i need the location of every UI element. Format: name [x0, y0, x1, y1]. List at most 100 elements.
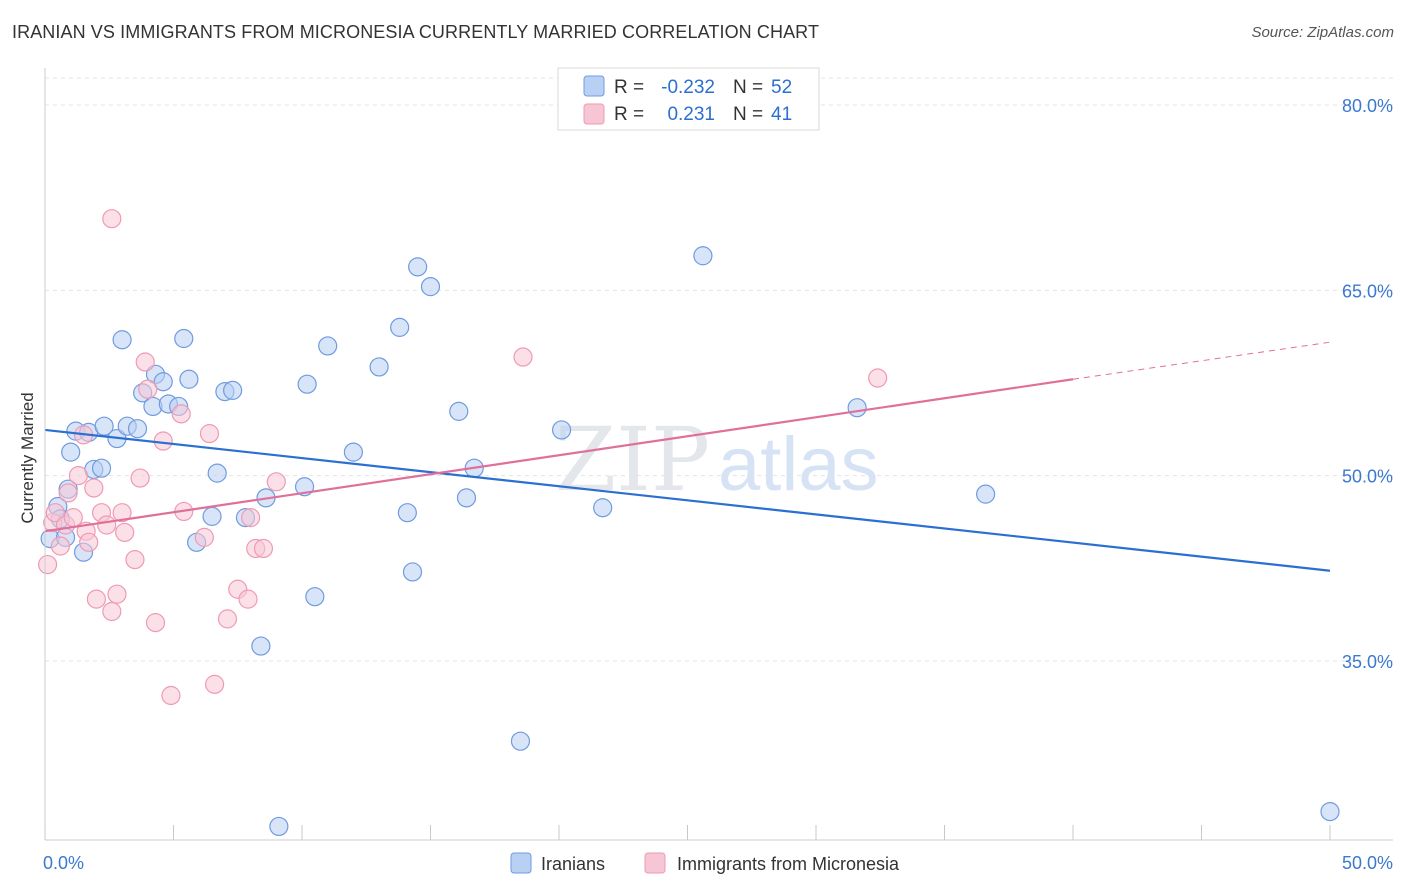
- iranians-point: [593, 498, 613, 518]
- series-legend-label-micronesia: Immigrants from Micronesia: [677, 854, 900, 874]
- micronesia-point: [50, 536, 71, 556]
- micronesia-point: [45, 503, 65, 523]
- micronesia-point: [115, 522, 135, 543]
- legend-r-value-2: 0.231: [667, 104, 715, 125]
- legend-swatch-iranians: [583, 75, 605, 97]
- micronesia-point: [112, 503, 132, 523]
- micronesia-point: [107, 584, 127, 604]
- micronesia-point: [68, 466, 89, 486]
- legend-n-label-2: N =: [733, 104, 763, 125]
- micronesia-point: [217, 609, 238, 629]
- micronesia-point: [125, 550, 145, 570]
- iranians-point: [390, 317, 410, 337]
- series-legend-swatch-iranians: [510, 852, 532, 874]
- correlation-legend: R = -0.232 N = 52 R = 0.231 N = 41: [557, 67, 820, 131]
- x-tick-label-min: 0.0%: [43, 853, 84, 873]
- micronesia-point: [513, 347, 533, 367]
- iranians-point: [402, 562, 423, 582]
- iranians-point: [510, 731, 531, 751]
- legend-n-value-1: 52: [771, 77, 792, 98]
- y-tick-label: 35.0%: [1342, 652, 1393, 672]
- y-axis-label: Currently Married: [18, 392, 37, 523]
- series-legend-label-iranians: Iranians: [541, 854, 605, 874]
- iranians-point: [223, 380, 243, 400]
- micronesia-point: [199, 424, 220, 444]
- x-tick-label-max: 50.0%: [1342, 853, 1393, 873]
- iranians-point: [207, 463, 227, 483]
- micronesia-point: [130, 468, 150, 488]
- iranians-point: [693, 246, 713, 266]
- micronesia-point: [238, 589, 258, 609]
- iranians-point: [369, 357, 389, 377]
- micronesia-point: [161, 685, 181, 706]
- source-label: Source: ZipAtlas.com: [1251, 24, 1394, 41]
- watermark-zip: ZIP: [555, 408, 710, 511]
- iranians-point: [551, 420, 572, 440]
- micronesia-point: [266, 472, 286, 492]
- iranians-point: [408, 257, 428, 277]
- micronesia-point: [86, 589, 107, 609]
- micronesia-point: [194, 527, 214, 547]
- iranians-point: [112, 330, 132, 350]
- series-legend-swatch-micronesia: [644, 852, 666, 874]
- iranians-point: [397, 503, 417, 523]
- micronesia-point: [102, 601, 122, 622]
- micronesia-point: [241, 508, 261, 528]
- iranians-point: [202, 506, 222, 526]
- micronesia-point: [97, 515, 117, 535]
- iranians-point: [456, 488, 477, 508]
- iranians-point: [251, 636, 271, 656]
- iranians-point: [976, 484, 996, 504]
- iranians-point: [61, 442, 81, 462]
- micronesia-trend-extension: [1072, 341, 1331, 380]
- legend-r-label-2: R =: [614, 104, 644, 125]
- micronesia-point: [135, 352, 155, 372]
- iranians-point: [127, 419, 148, 439]
- micronesia-point: [79, 532, 99, 552]
- legend-n-value-2: 41: [771, 104, 792, 125]
- micronesia-point: [63, 508, 83, 528]
- iranians-point: [305, 587, 325, 607]
- iranians-point: [153, 372, 173, 392]
- micronesia-point: [868, 368, 888, 388]
- iranians-point: [318, 336, 338, 356]
- micronesia-point: [138, 379, 158, 399]
- iranians-trend-line: [44, 428, 1331, 572]
- micronesia-point: [37, 554, 58, 575]
- iranians-point: [174, 328, 194, 349]
- legend-r-label-1: R =: [614, 77, 644, 98]
- micronesia-trend-line: [44, 378, 1074, 533]
- iranians-point: [343, 442, 363, 462]
- micronesia-point: [145, 613, 166, 633]
- iranians-point: [94, 416, 114, 436]
- iranians-point: [1320, 801, 1340, 822]
- trend-layer: [44, 341, 1331, 572]
- legend-n-label-1: N =: [733, 77, 763, 98]
- y-tick-label: 50.0%: [1342, 467, 1393, 487]
- y-tick-label: 80.0%: [1342, 96, 1393, 116]
- series-legend: Iranians Immigrants from Micronesia: [510, 852, 900, 874]
- micronesia-point: [171, 404, 191, 424]
- legend-r-value-1: -0.232: [661, 77, 715, 98]
- iranians-point: [847, 398, 867, 418]
- iranians-point: [179, 369, 199, 389]
- points-layer: [37, 209, 1340, 837]
- iranians-point: [91, 458, 112, 478]
- micronesia-point: [102, 209, 122, 229]
- iranians-point: [449, 401, 469, 421]
- y-tick-label: 65.0%: [1342, 281, 1393, 301]
- grid-layer: [45, 77, 1393, 662]
- watermark: ZIP atlas: [555, 408, 879, 511]
- iranians-point: [269, 816, 289, 837]
- iranians-point: [297, 374, 317, 394]
- micronesia-point: [84, 478, 104, 498]
- micronesia-point: [58, 483, 78, 503]
- axis-layer: 35.0% 50.0% 65.0% 80.0% 0.0% 50.0%: [43, 68, 1393, 873]
- legend-swatch-micronesia: [583, 103, 605, 125]
- chart-title: IRANIAN VS IMMIGRANTS FROM MICRONESIA CU…: [12, 22, 820, 42]
- iranians-point: [420, 277, 441, 297]
- micronesia-point: [153, 431, 173, 451]
- watermark-atlas: atlas: [718, 422, 879, 507]
- micronesia-point: [205, 674, 225, 694]
